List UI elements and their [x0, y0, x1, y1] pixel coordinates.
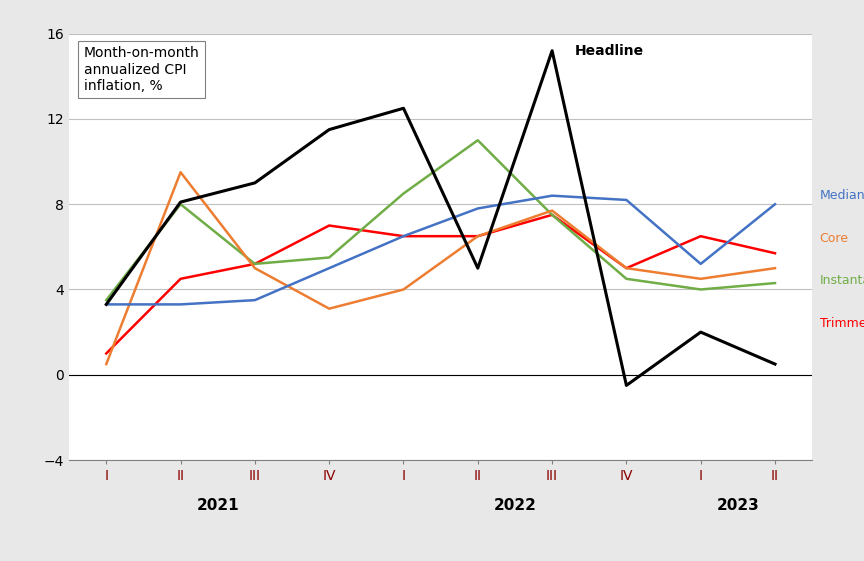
- Text: 2021: 2021: [196, 498, 239, 513]
- Text: Median: Median: [820, 189, 864, 202]
- Text: Trimmed mean: Trimmed mean: [820, 317, 864, 330]
- Text: Core: Core: [820, 232, 848, 245]
- Text: 2022: 2022: [493, 498, 537, 513]
- Text: Headline: Headline: [575, 44, 644, 58]
- Text: Month-on-month
annualized CPI
inflation, %: Month-on-month annualized CPI inflation,…: [84, 47, 200, 93]
- Text: 2023: 2023: [716, 498, 759, 513]
- Text: Instantaneous: Instantaneous: [820, 274, 864, 287]
